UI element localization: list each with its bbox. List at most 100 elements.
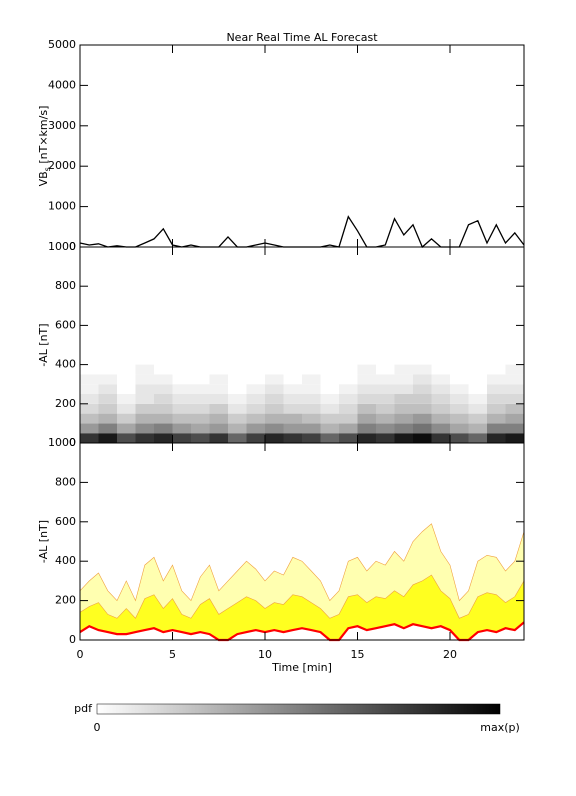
heatmap-cell <box>431 403 450 414</box>
heatmap-cell <box>265 423 284 434</box>
heatmap-cell <box>265 364 284 375</box>
heatmap-cell <box>468 394 487 404</box>
heatmap-cell <box>320 433 339 443</box>
y-tick-label: 800 <box>55 279 76 292</box>
heatmap-cell <box>172 364 191 375</box>
heatmap-cell <box>191 364 210 375</box>
heatmap-cell <box>302 374 321 385</box>
heatmap-cell <box>246 433 265 443</box>
heatmap-cell <box>431 394 450 404</box>
heatmap-cell <box>302 364 321 375</box>
y-tick-label: 1000 <box>48 240 76 253</box>
heatmap-cell <box>376 374 395 385</box>
x-tick-label: 20 <box>443 648 457 661</box>
heatmap-cell <box>413 433 432 443</box>
heatmap-cell <box>98 374 117 385</box>
heatmap-cell <box>154 413 173 424</box>
heatmap-cell <box>246 394 265 404</box>
heatmap-cell <box>450 364 469 375</box>
heatmap-cell <box>98 403 117 414</box>
heatmap-cell <box>413 413 432 424</box>
heatmap-cell <box>505 433 524 443</box>
heatmap-cell <box>339 423 358 434</box>
heatmap-cell <box>98 413 117 424</box>
heatmap-cell <box>339 403 358 414</box>
heatmap-cell <box>320 413 339 424</box>
x-tick-label: 10 <box>258 648 272 661</box>
heatmap-cell <box>357 384 376 394</box>
heatmap-cell <box>339 384 358 394</box>
heatmap-cell <box>339 364 358 375</box>
heatmap-cell <box>265 384 284 394</box>
heatmap-cell <box>302 384 321 394</box>
heatmap-cell <box>209 433 228 443</box>
heatmap-cell <box>468 384 487 394</box>
heatmap-cell <box>135 413 154 424</box>
heatmap-cell <box>431 374 450 385</box>
heatmap-cell <box>265 403 284 414</box>
heatmap-cell <box>487 403 506 414</box>
heatmap-cell <box>376 413 395 424</box>
heatmap-cell <box>209 364 228 375</box>
heatmap-cell <box>431 413 450 424</box>
heatmap-cell <box>450 374 469 385</box>
heatmap-cell <box>209 394 228 404</box>
title: Near Real Time AL Forecast <box>226 31 378 44</box>
heatmap-cell <box>431 433 450 443</box>
y-label-sub: s <box>43 167 52 171</box>
colorbar-label: pdf <box>74 702 93 715</box>
heatmap-cell <box>302 403 321 414</box>
heatmap-cell <box>209 374 228 385</box>
y-axis-label: -AL [nT] <box>37 520 50 563</box>
heatmap-cell <box>413 374 432 385</box>
heatmap-cell <box>431 384 450 394</box>
y-tick-label: 400 <box>55 358 76 371</box>
heatmap-cell <box>487 364 506 375</box>
heatmap-cell <box>98 384 117 394</box>
heatmap-cell <box>468 433 487 443</box>
heatmap-cell <box>320 394 339 404</box>
y-tick-label: 4000 <box>48 78 76 91</box>
heatmap-cell <box>283 384 302 394</box>
heatmap-cell <box>191 384 210 394</box>
heatmap-cell <box>246 364 265 375</box>
heatmap-cell <box>394 423 413 434</box>
y-tick-label: 0 <box>69 633 76 646</box>
heatmap-cell <box>487 423 506 434</box>
heatmap-cell <box>283 374 302 385</box>
heatmap-cell <box>339 374 358 385</box>
heatmap-cell <box>246 374 265 385</box>
heatmap-cell <box>468 403 487 414</box>
heatmap-cell <box>135 374 154 385</box>
heatmap-cell <box>135 403 154 414</box>
heatmap-cell <box>505 413 524 424</box>
heatmap-cell <box>172 403 191 414</box>
heatmap-cell <box>339 394 358 404</box>
heatmap-cell <box>283 364 302 375</box>
heatmap-cell <box>172 413 191 424</box>
heatmap-cell <box>302 423 321 434</box>
heatmap-cell <box>283 403 302 414</box>
heatmap-cell <box>135 364 154 375</box>
heatmap-cell <box>172 374 191 385</box>
heatmap-cell <box>394 403 413 414</box>
heatmap-cell <box>376 403 395 414</box>
heatmap-cell <box>154 384 173 394</box>
heatmap-cell <box>413 384 432 394</box>
heatmap-cell <box>265 394 284 404</box>
heatmap-cell <box>246 403 265 414</box>
heatmap-cell <box>431 364 450 375</box>
y-tick-label: 1000 <box>48 436 76 449</box>
heatmap-cell <box>98 423 117 434</box>
heatmap-cell <box>357 364 376 375</box>
heatmap-cell <box>357 394 376 404</box>
x-tick-label: 5 <box>169 648 176 661</box>
heatmap-cell <box>376 423 395 434</box>
heatmap-cell <box>80 423 99 434</box>
heatmap-cell <box>357 423 376 434</box>
median-line <box>79 621 525 642</box>
heatmap-cell <box>283 423 302 434</box>
heatmap-cell <box>450 394 469 404</box>
plot-frame <box>79 442 525 641</box>
